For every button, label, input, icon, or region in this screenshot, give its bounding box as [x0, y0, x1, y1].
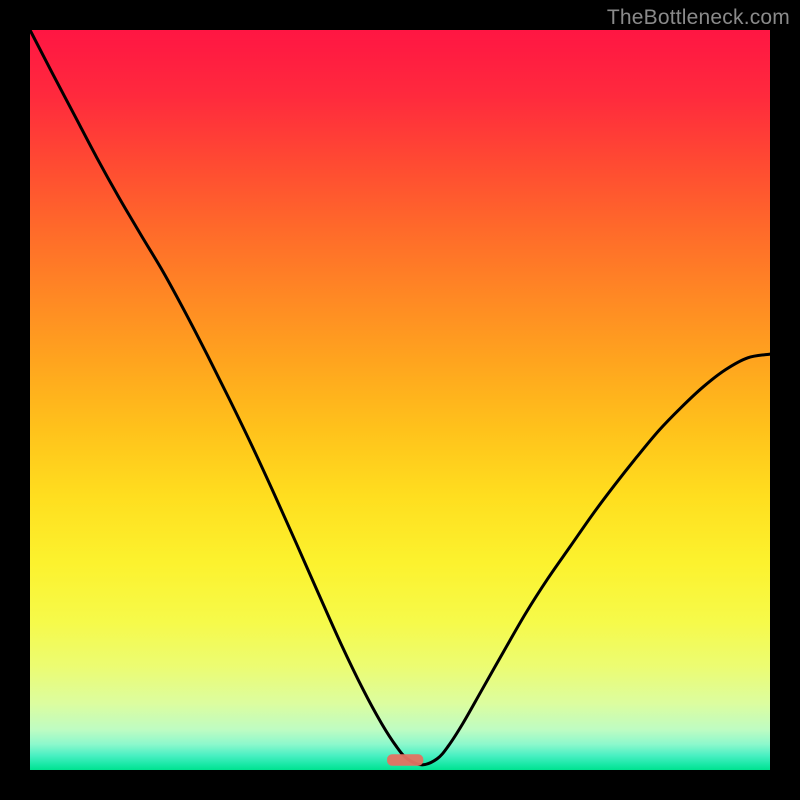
plot-background: [30, 30, 770, 770]
chart-container: TheBottleneck.com: [0, 0, 800, 800]
bottleneck-chart: [0, 0, 800, 800]
optimal-marker: [387, 754, 423, 765]
watermark-text: TheBottleneck.com: [607, 6, 790, 30]
